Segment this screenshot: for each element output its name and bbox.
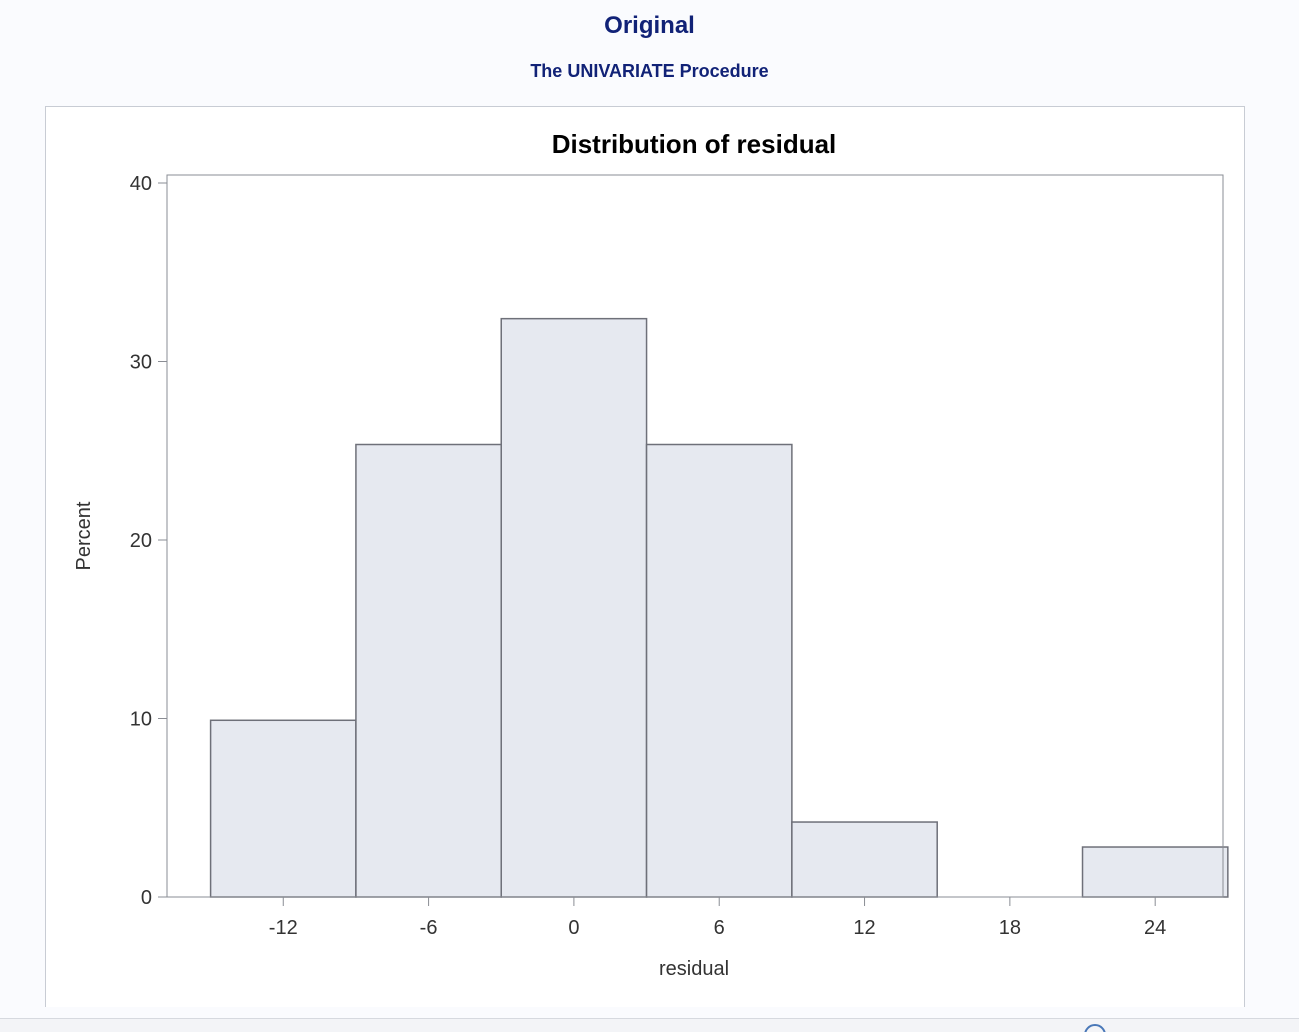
x-tick-label: 6 — [714, 917, 725, 939]
x-tick-label: 18 — [999, 917, 1021, 939]
x-tick-label: 12 — [853, 917, 875, 939]
histogram-bar — [355, 443, 502, 898]
chart-title: Distribution of residual — [552, 129, 837, 159]
bars-group — [209, 317, 1229, 898]
histogram-chart: Distribution of residual 0 10 20 30 40 -12 -6… — [73, 129, 1229, 980]
y-axis-label: Percent — [73, 501, 95, 570]
histogram-bar — [791, 821, 938, 898]
y-tick-label: 40 — [130, 173, 152, 195]
x-tick-label: 24 — [1144, 917, 1166, 939]
x-axis-label: residual — [659, 958, 729, 980]
graph-frame: Distribution of residual 0 10 20 30 40 -12 -6… — [45, 106, 1245, 1007]
info-icon[interactable] — [1084, 1024, 1106, 1032]
y-tick-label: 30 — [130, 352, 152, 374]
x-tick-label: -6 — [420, 917, 438, 939]
y-tick-label: 20 — [130, 530, 152, 552]
histogram-bar — [645, 443, 793, 898]
histogram-bar — [500, 317, 648, 898]
page-subtitle: The UNIVARIATE Procedure — [530, 61, 769, 81]
y-tick-label: 0 — [141, 887, 152, 909]
status-bar — [0, 1018, 1299, 1032]
y-tick-label: 10 — [130, 709, 152, 731]
histogram-bar — [209, 719, 357, 898]
page-title: Original — [604, 12, 695, 39]
histogram-bar — [1081, 846, 1229, 898]
y-axis: 0 10 20 30 40 — [130, 173, 167, 909]
plot-area-border — [166, 174, 1224, 898]
x-tick-label: 0 — [568, 917, 579, 939]
x-axis: -12 -6 0 6 12 18 24 — [269, 897, 1166, 939]
x-tick-label: -12 — [269, 917, 298, 939]
